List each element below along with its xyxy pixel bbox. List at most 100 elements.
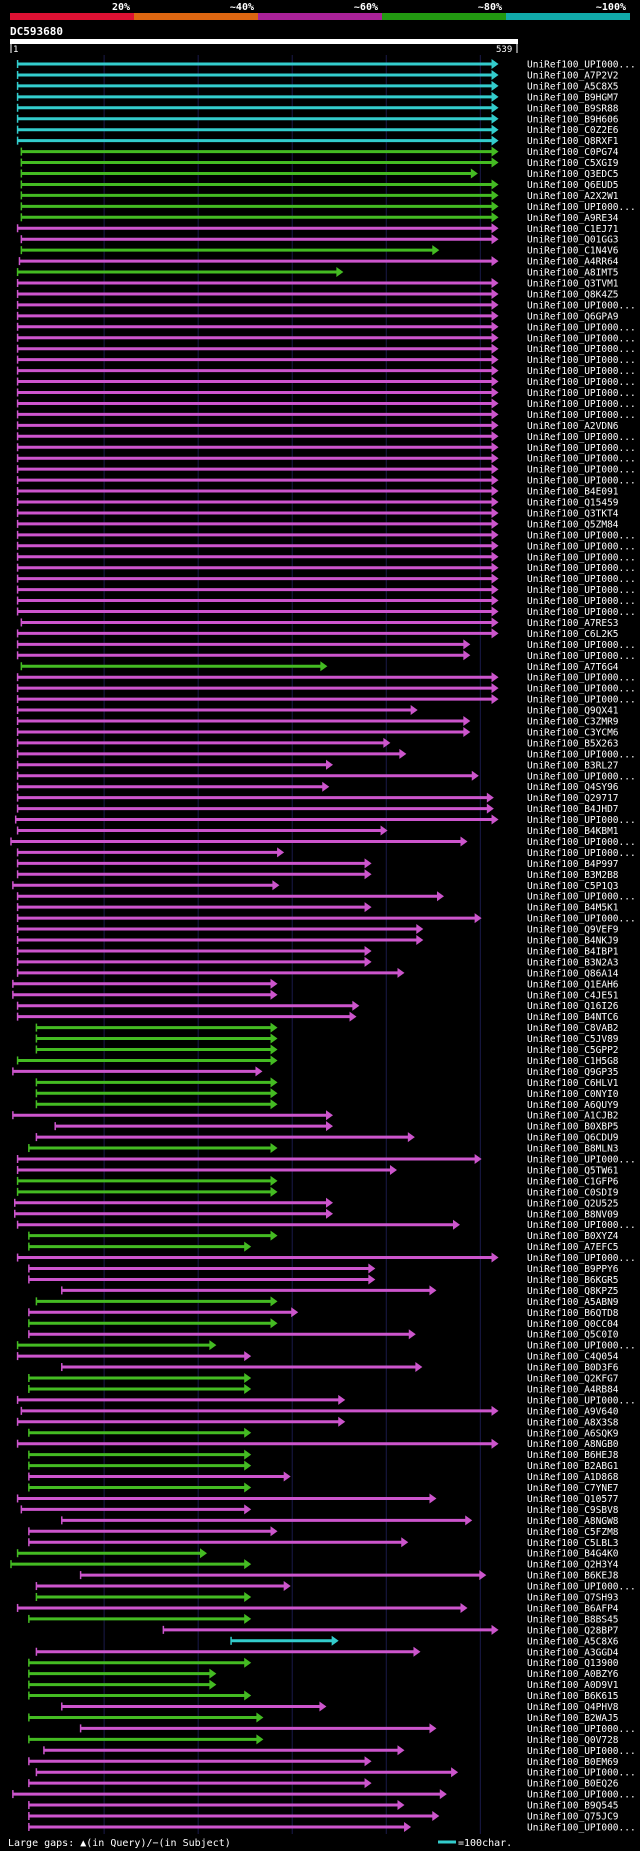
hit-label[interactable]: UniRef100_UPI000...: [527, 596, 636, 607]
hit-row[interactable]: UniRef100_UPI000...: [16, 551, 636, 564]
hit-row[interactable]: UniRef100_C4Q054: [16, 1351, 619, 1363]
hit-row[interactable]: UniRef100_Q6CDU9: [35, 1132, 619, 1144]
hit-label[interactable]: UniRef100_A9V640: [527, 1406, 619, 1417]
hit-label[interactable]: UniRef100_UPI000...: [527, 607, 636, 618]
hit-row[interactable]: UniRef100_A2VDN6: [16, 420, 619, 432]
hit-row[interactable]: UniRef100_A0D9V1: [28, 1679, 619, 1692]
hit-row[interactable]: UniRef100_Q16I26: [16, 1000, 619, 1013]
hit-label[interactable]: UniRef100_Q7SH93: [527, 1593, 619, 1604]
hit-label[interactable]: UniRef100_Q16I26: [527, 1001, 619, 1012]
hit-label[interactable]: UniRef100_UPI000...: [527, 585, 636, 596]
hit-row[interactable]: UniRef100_UPI000...: [16, 343, 636, 356]
hit-row[interactable]: UniRef100_B4G4K0: [16, 1548, 619, 1560]
hit-row[interactable]: UniRef100_C0PG74: [20, 146, 619, 159]
hit-row[interactable]: UniRef100_UPI000...: [16, 1340, 636, 1352]
hit-row[interactable]: UniRef100_B4KBM1: [16, 825, 619, 838]
hit-label[interactable]: UniRef100_A5C8X5: [527, 81, 619, 92]
hit-label[interactable]: UniRef100_Q3TVM1: [527, 279, 619, 290]
hit-label[interactable]: UniRef100_C9SBV8: [527, 1505, 619, 1516]
hit-label[interactable]: UniRef100_Q01GG3: [527, 235, 619, 246]
hit-label[interactable]: UniRef100_C5FZM8: [527, 1527, 619, 1538]
hit-row[interactable]: UniRef100_UPI000...: [16, 683, 636, 695]
hit-label[interactable]: UniRef100_Q3TKT4: [527, 508, 619, 519]
hit-label[interactable]: UniRef100_B4NTC6: [527, 1012, 619, 1023]
hit-label[interactable]: UniRef100_A5ABN9: [527, 1297, 619, 1308]
hit-label[interactable]: UniRef100_Q6CDU9: [527, 1133, 619, 1144]
hit-row[interactable]: UniRef100_A6SQK9: [28, 1427, 619, 1440]
hit-row[interactable]: UniRef100_UPI000...: [16, 694, 636, 706]
hit-row[interactable]: UniRef100_UPI000...: [16, 475, 636, 487]
hit-label[interactable]: UniRef100_C5XGI9: [527, 158, 619, 169]
hit-label[interactable]: UniRef100_Q3EDC5: [527, 169, 619, 180]
hit-label[interactable]: UniRef100_C1EJ71: [527, 224, 619, 235]
hit-label[interactable]: UniRef100_B0XBP5: [527, 1122, 619, 1133]
hit-row[interactable]: UniRef100_UPI000...: [16, 650, 636, 662]
hit-label[interactable]: UniRef100_Q0V728: [527, 1735, 619, 1746]
hit-row[interactable]: UniRef100_UPI000...: [16, 442, 636, 454]
hit-row[interactable]: UniRef100_Q3TKT4: [16, 507, 619, 520]
hit-row[interactable]: UniRef100_C6HLV1: [35, 1077, 619, 1089]
hit-label[interactable]: UniRef100_B8NV09: [527, 1209, 619, 1220]
hit-label[interactable]: UniRef100_UPI000...: [527, 640, 636, 651]
hit-row[interactable]: UniRef100_Q5C0I0: [28, 1329, 619, 1341]
hit-label[interactable]: UniRef100_B4P997: [527, 859, 619, 870]
hit-label[interactable]: UniRef100_Q2H3Y4: [527, 1560, 619, 1571]
hit-row[interactable]: UniRef100_UPI000...: [16, 529, 636, 542]
hit-label[interactable]: UniRef100_B0EM69: [527, 1757, 619, 1768]
hit-row[interactable]: UniRef100_C1N4V6: [20, 245, 619, 257]
hit-row[interactable]: UniRef100_B3N2A3: [16, 956, 619, 969]
hit-label[interactable]: UniRef100_UPI000...: [527, 60, 636, 71]
hit-row[interactable]: UniRef100_UPI000...: [35, 1767, 636, 1779]
hit-row[interactable]: UniRef100_UPI000...: [16, 606, 636, 619]
hit-label[interactable]: UniRef100_C1H5G8: [527, 1056, 619, 1067]
hit-row[interactable]: UniRef100_UPI000...: [16, 1394, 636, 1407]
hit-label[interactable]: UniRef100_UPI000...: [527, 1724, 636, 1735]
hit-label[interactable]: UniRef100_Q5TW61: [527, 1165, 619, 1176]
hit-row[interactable]: UniRef100_UPI000...: [20, 201, 636, 213]
hit-label[interactable]: UniRef100_A0D9V1: [527, 1680, 619, 1691]
hit-row[interactable]: UniRef100_B9PPY6: [28, 1263, 619, 1276]
hit-row[interactable]: UniRef100_Q9VEF9: [16, 924, 619, 936]
hit-label[interactable]: UniRef100_A7T6G4: [527, 662, 619, 673]
hit-row[interactable]: UniRef100_UPI000...: [16, 321, 636, 334]
hit-row[interactable]: UniRef100_B5X263: [16, 737, 619, 750]
hit-label[interactable]: UniRef100_UPI000...: [527, 300, 636, 311]
hit-label[interactable]: UniRef100_UPI000...: [527, 1220, 636, 1231]
hit-label[interactable]: UniRef100_UPI000...: [527, 1746, 636, 1757]
hit-label[interactable]: UniRef100_UPI000...: [527, 552, 636, 563]
hit-row[interactable]: UniRef100_A4RB84: [28, 1383, 619, 1396]
hit-label[interactable]: UniRef100_B5X263: [527, 738, 619, 749]
hit-label[interactable]: UniRef100_B6KGR5: [527, 1275, 619, 1286]
hit-label[interactable]: UniRef100_UPI000...: [527, 399, 636, 410]
hit-label[interactable]: UniRef100_UPI000...: [527, 541, 636, 552]
hit-row[interactable]: UniRef100_B4NKJ9: [16, 935, 619, 947]
hit-label[interactable]: UniRef100_Q5ZM84: [527, 519, 619, 530]
hit-label[interactable]: UniRef100_Q8RXF1: [527, 136, 619, 147]
hit-row[interactable]: UniRef100_Q5ZM84: [16, 518, 619, 531]
hit-label[interactable]: UniRef100_B9HGM7: [527, 92, 619, 103]
hit-row[interactable]: UniRef100_Q4PHV8: [61, 1701, 619, 1714]
hit-label[interactable]: UniRef100_UPI000...: [527, 574, 636, 585]
hit-label[interactable]: UniRef100_Q5C0I0: [527, 1330, 619, 1341]
hit-label[interactable]: UniRef100_B2WAJ5: [527, 1713, 619, 1724]
hit-label[interactable]: UniRef100_C1N4V6: [527, 246, 619, 257]
hit-label[interactable]: UniRef100_A0BZY6: [527, 1669, 619, 1680]
hit-row[interactable]: UniRef100_B3RL27: [16, 759, 619, 772]
hit-label[interactable]: UniRef100_UPI000...: [527, 749, 636, 760]
hit-row[interactable]: UniRef100_Q0CC04: [28, 1318, 619, 1330]
hit-row[interactable]: UniRef100_C0NYI0: [35, 1088, 619, 1100]
hit-row[interactable]: UniRef100_C0SDI9: [16, 1186, 619, 1199]
hit-row[interactable]: UniRef100_Q10577: [16, 1493, 619, 1505]
hit-label[interactable]: UniRef100_UPI000...: [527, 476, 636, 487]
hit-label[interactable]: UniRef100_UPI000...: [527, 892, 636, 903]
hit-label[interactable]: UniRef100_C4Q054: [527, 1352, 619, 1363]
hit-label[interactable]: UniRef100_A2X2W1: [527, 191, 619, 202]
hit-row[interactable]: UniRef100_B9HGM7: [16, 91, 619, 104]
hit-label[interactable]: UniRef100_UPI000...: [527, 1790, 636, 1801]
hit-label[interactable]: UniRef100_B9PPY6: [527, 1264, 619, 1275]
hit-label[interactable]: UniRef100_UPI000...: [527, 443, 636, 454]
hit-row[interactable]: UniRef100_B2WAJ5: [28, 1712, 619, 1724]
hit-row[interactable]: UniRef100_Q4SY96: [16, 781, 619, 794]
hit-label[interactable]: UniRef100_C0PG74: [527, 147, 619, 158]
hit-label[interactable]: UniRef100_Q13900: [527, 1658, 619, 1669]
